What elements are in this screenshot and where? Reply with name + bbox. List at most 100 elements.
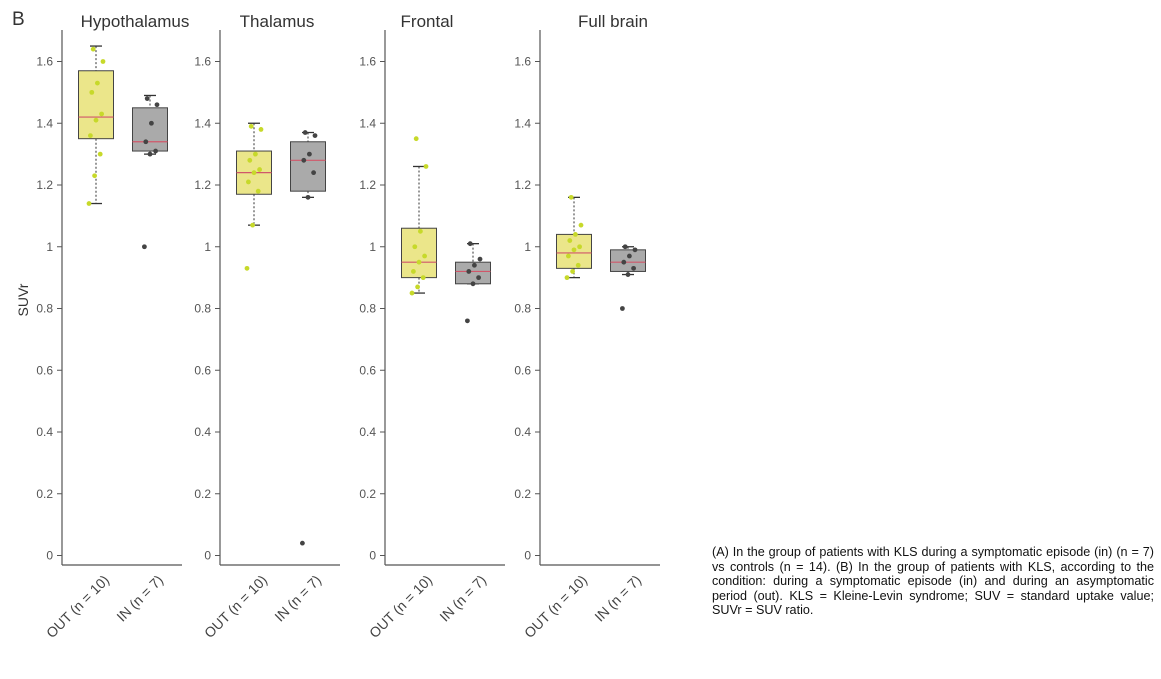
y-tick-label: 0 (524, 549, 531, 563)
category-label-out: OUT (n = 10) (366, 572, 435, 641)
y-tick-label: 1 (204, 240, 211, 254)
data-point (257, 167, 262, 172)
data-point (409, 290, 415, 296)
y-tick-label: 1.4 (514, 116, 531, 130)
data-point (571, 247, 577, 253)
box-in (132, 94, 168, 250)
panel-title: Full brain (578, 12, 648, 31)
y-tick-label: 0.4 (359, 425, 376, 439)
data-point (300, 540, 305, 546)
panel-frontal: Frontal 0 0.2 0.4 0.6 0.8 1 1.2 1.4 1.6 OUT (n = 1… (359, 12, 505, 641)
y-tick-label: 1 (524, 240, 531, 254)
y-tick-label: 1.2 (36, 178, 53, 192)
data-point (467, 241, 473, 247)
data-point (627, 253, 632, 259)
data-point (412, 244, 418, 250)
box-out (236, 122, 272, 271)
y-tick-label: 0.2 (359, 487, 376, 501)
data-point (477, 256, 483, 262)
data-point (470, 281, 476, 287)
data-point (418, 228, 423, 234)
data-point (142, 244, 147, 250)
data-point (147, 151, 153, 157)
data-point (250, 222, 256, 228)
data-point (88, 133, 93, 139)
data-point (251, 170, 257, 176)
y-tick-label: 1.4 (36, 116, 53, 130)
box-out (401, 136, 437, 296)
data-point (154, 102, 160, 108)
data-point (632, 247, 638, 253)
data-point (413, 136, 419, 142)
y-tick-label: 1 (46, 240, 53, 254)
data-point (100, 59, 106, 64)
y-tick-label: 0 (46, 549, 53, 563)
y-tick-label: 0.6 (359, 363, 376, 377)
y-tick-label: 1.6 (514, 55, 531, 69)
data-point (423, 164, 429, 169)
box-in (290, 130, 326, 546)
category-label-out: OUT (n = 10) (521, 572, 590, 641)
panel-label: B (12, 9, 25, 30)
data-point (99, 111, 104, 117)
y-tick-label: 0 (204, 549, 211, 563)
y-axis-label: SUVr (15, 283, 31, 316)
data-point (244, 265, 250, 271)
data-point (465, 318, 470, 324)
data-point (307, 151, 312, 157)
data-point (247, 157, 253, 163)
data-point (93, 117, 99, 123)
data-point (258, 127, 264, 132)
data-point (568, 194, 574, 200)
data-point (301, 157, 307, 163)
data-point (573, 232, 578, 237)
y-tick-label: 1.6 (36, 55, 53, 69)
data-point (255, 188, 261, 194)
data-point (577, 244, 582, 250)
y-tick-label: 0.6 (36, 363, 53, 377)
data-point (153, 148, 159, 154)
y-tick-label: 0.4 (36, 425, 53, 439)
box-out (556, 194, 592, 281)
data-point (149, 120, 154, 126)
box-in (610, 244, 646, 311)
data-point (566, 253, 571, 259)
y-tick-label: 0.8 (514, 302, 531, 316)
category-label-out: OUT (n = 10) (201, 572, 270, 641)
data-point (312, 133, 318, 139)
panel-title: Hypothalamus (81, 12, 190, 31)
panel-title: Frontal (401, 12, 454, 31)
y-tick-label: 0.6 (194, 363, 211, 377)
panel-hypothalamus: Hypothalamus 0 0.2 0.4 0.6 0.8 1 1.2 1.4 1.6 OUT (… (36, 12, 189, 641)
data-point (95, 80, 100, 86)
box-out (78, 45, 114, 206)
figure-caption: (A) In the group of patients with KLS du… (712, 545, 1154, 618)
data-point (143, 139, 149, 145)
data-point (97, 151, 103, 157)
data-point (631, 265, 636, 271)
y-tick-label: 1.2 (514, 178, 531, 192)
data-point (415, 284, 420, 290)
data-point (89, 89, 95, 95)
iqr-box (610, 249, 646, 272)
data-point (564, 275, 570, 281)
data-point (575, 262, 581, 268)
y-tick-label: 0.8 (36, 302, 53, 316)
data-point (420, 275, 426, 281)
y-tick-label: 1.6 (194, 55, 211, 69)
data-point (86, 201, 92, 206)
category-label-in: IN (n = 7) (113, 572, 166, 625)
data-point (305, 194, 311, 200)
iqr-box (401, 227, 437, 279)
y-tick-label: 1.6 (359, 55, 376, 69)
data-point (422, 253, 427, 259)
chart-panels: Hypothalamus 0 0.2 0.4 0.6 0.8 1 1.2 1.4 1.6 OUT (… (36, 12, 660, 641)
data-point (625, 272, 631, 277)
data-point (476, 275, 481, 281)
y-tick-label: 0.8 (194, 302, 211, 316)
data-point (246, 179, 251, 185)
data-point (620, 306, 625, 311)
iqr-box (78, 70, 114, 140)
data-point (144, 96, 150, 101)
